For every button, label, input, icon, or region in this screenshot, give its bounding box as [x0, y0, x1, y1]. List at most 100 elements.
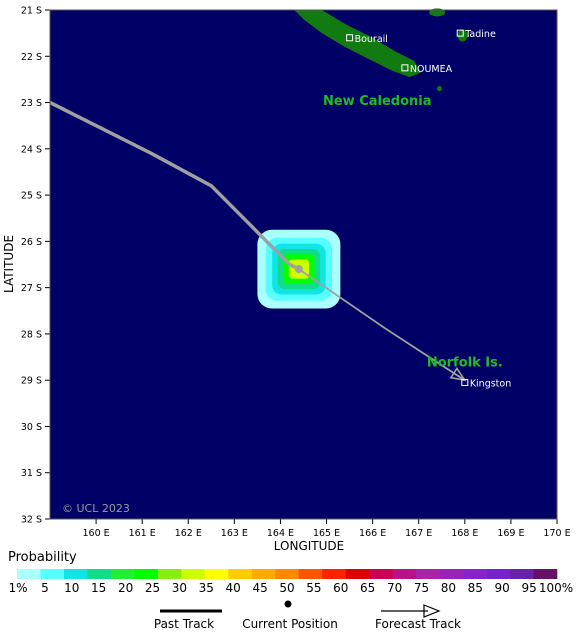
colorbar-label: 80: [441, 581, 456, 595]
colorbar-swatch: [345, 569, 370, 579]
lon-tick-label: 161 E: [129, 528, 156, 539]
lon-tick-label: 163 E: [221, 528, 248, 539]
lon-tick-label: 165 E: [313, 528, 340, 539]
colorbar-swatch: [416, 569, 440, 579]
colorbar-label: 10: [64, 581, 79, 595]
region-label: Norfolk Is.: [427, 355, 503, 370]
lat-tick-label: 25 S: [21, 191, 42, 202]
lat-tick-label: 24 S: [21, 144, 42, 155]
lat-tick-label: 30 S: [21, 422, 42, 433]
lat-tick-label: 29 S: [21, 376, 42, 387]
colorbar-swatch: [17, 569, 41, 579]
island-shape: [436, 86, 442, 92]
current-position-label: Current Position: [242, 617, 338, 631]
colorbar-label: 5: [41, 581, 49, 595]
colorbar-label: 60: [333, 581, 348, 595]
lon-tick-label: 169 E: [497, 528, 524, 539]
colorbar-swatch: [134, 569, 159, 579]
colorbar-label: 20: [118, 581, 133, 595]
colorbar-swatch: [392, 569, 417, 579]
new-caledonia-landmass: [294, 10, 421, 78]
lat-tick-label: 32 S: [21, 515, 42, 526]
colorbar-label: 95: [521, 581, 536, 595]
forecast-arrowhead: [449, 367, 467, 382]
colorbar-label: 1%: [8, 581, 27, 595]
lon-tick-label: 164 E: [267, 528, 294, 539]
forecast-arrowhead: [423, 604, 441, 618]
lon-tick-label: 160 E: [83, 528, 110, 539]
colorbar-swatch: [204, 569, 229, 579]
colorbar-label: 85: [468, 581, 483, 595]
place-labels: New Caledonia Norfolk Is. Bourail NOUMEA Tad…: [323, 29, 511, 389]
colorbar-label: 65: [360, 581, 375, 595]
colorbar-swatch: [40, 569, 65, 579]
current-position-marker: [294, 265, 303, 274]
colorbar-swatch: [157, 569, 182, 579]
lat-tick-label: 26 S: [21, 237, 42, 248]
forecast-track-label: Forecast Track: [375, 617, 461, 631]
y-axis-label: LATITUDE: [2, 235, 16, 293]
colorbar-swatch: [439, 569, 464, 579]
town-label: Tadine: [464, 29, 496, 40]
past-track-key: Past Track: [154, 609, 222, 631]
lat-tick-label: 21 S: [21, 6, 42, 17]
colorbar-swatch: [251, 569, 276, 579]
colorbar-label: 15: [91, 581, 106, 595]
lat-tick-label: 23 S: [21, 98, 42, 109]
storm-track-map: LATITUDE LONGITUDE New Caledonia Norfolk …: [2, 6, 571, 554]
colorbar-swatch: [486, 569, 511, 579]
colorbar-swatch: [181, 569, 206, 579]
lon-tick-label: 166 E: [359, 528, 386, 539]
island-shape: [457, 29, 468, 42]
town-label: Kingston: [470, 378, 511, 389]
colorbar-label: 25: [145, 581, 160, 595]
colorbar-label: 45: [252, 581, 267, 595]
town-marker: [461, 378, 469, 386]
lon-tick-label: 170 E: [543, 528, 570, 539]
probability-colorbar: [17, 569, 558, 579]
colorbar-swatch: [275, 569, 300, 579]
lon-tick-label: 167 E: [405, 528, 432, 539]
colorbar-swatch: [533, 569, 558, 579]
colorbar-swatch: [463, 569, 487, 579]
colorbar-swatch: [298, 569, 323, 579]
past-track-line: [49, 100, 300, 271]
copyright-text: © UCL 2023: [62, 502, 130, 515]
town-marker: [456, 29, 464, 37]
forecast-track-line: [298, 268, 466, 381]
colorbar-label: 30: [172, 581, 187, 595]
colorbar-label: 35: [199, 581, 214, 595]
colorbar-swatch: [63, 569, 88, 579]
colorbar-label: 50: [279, 581, 294, 595]
town-label: NOUMEA: [410, 64, 453, 75]
colorbar-swatch: [110, 569, 135, 579]
map-frame: [49, 9, 558, 520]
colorbar-swatch: [228, 569, 253, 579]
lon-tick-label: 168 E: [451, 528, 478, 539]
colorbar-label: 90: [495, 581, 510, 595]
colorbar-labels: 1% 5 10 15 20 25 30 35 40 45 50 55 60 65 70 75 80 85 90 95 1…: [8, 581, 573, 595]
colorbar-label: 40: [226, 581, 241, 595]
axis-ticks: 21 S 22 S 23 S 24 S 25 S 26 S 27 S 28 S 29 S 30 S…: [21, 6, 571, 540]
colorbar-label: 55: [306, 581, 321, 595]
lat-tick-label: 27 S: [21, 283, 42, 294]
colorbar-label: 100%: [539, 581, 573, 595]
lon-tick-label: 162 E: [175, 528, 202, 539]
current-position-symbol: [284, 600, 292, 608]
lat-tick-label: 31 S: [21, 468, 42, 479]
past-track-label: Past Track: [154, 617, 214, 631]
colorbar-label: 70: [387, 581, 402, 595]
town-marker: [401, 64, 409, 72]
lat-tick-label: 22 S: [21, 52, 42, 63]
region-label: New Caledonia: [323, 94, 432, 109]
town-label: Bourail: [355, 34, 388, 45]
track-layer: [49, 100, 467, 382]
town-marker: [346, 34, 354, 42]
current-position-key: Current Position: [242, 600, 338, 631]
colorbar-swatch: [510, 569, 534, 579]
x-axis-label: LONGITUDE: [274, 539, 344, 553]
colorbar-swatch: [322, 569, 346, 579]
forecast-track-key: Forecast Track: [375, 604, 461, 631]
legend-title: Probability: [8, 550, 77, 565]
lat-tick-label: 28 S: [21, 329, 42, 340]
